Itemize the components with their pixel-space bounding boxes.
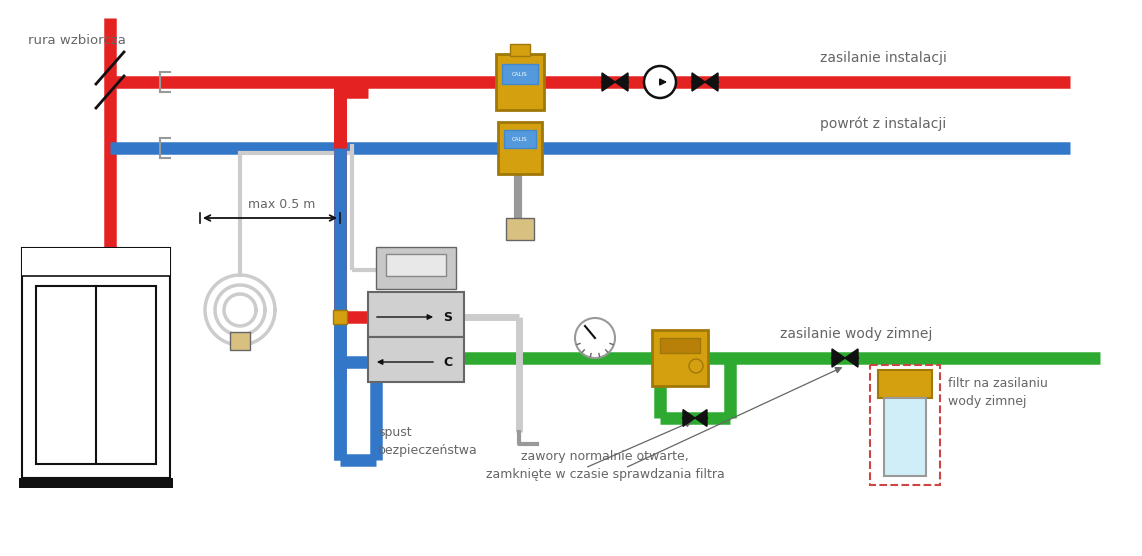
Bar bbox=[333, 310, 347, 324]
Bar bbox=[498, 122, 542, 174]
Bar bbox=[22, 248, 170, 478]
Bar bbox=[37, 286, 156, 464]
Polygon shape bbox=[616, 73, 628, 91]
Polygon shape bbox=[845, 349, 858, 367]
Bar bbox=[22, 248, 170, 276]
Text: zawory normalnie otwarte,
zamknięte w czasie sprawdzania filtra: zawory normalnie otwarte, zamknięte w cz… bbox=[485, 450, 724, 481]
Circle shape bbox=[576, 318, 616, 358]
Text: CALIS: CALIS bbox=[513, 137, 528, 142]
Text: zasilanie wody zimnej: zasilanie wody zimnej bbox=[780, 327, 932, 341]
Bar bbox=[884, 398, 926, 476]
Circle shape bbox=[644, 66, 676, 98]
Text: C: C bbox=[443, 355, 452, 369]
Text: filtr na zasilaniu
wody zimnej: filtr na zasilaniu wody zimnej bbox=[948, 377, 1048, 408]
Polygon shape bbox=[602, 73, 616, 91]
Text: rura wzbiorcza: rura wzbiorcza bbox=[29, 34, 126, 47]
Text: zasilanie instalacji: zasilanie instalacji bbox=[820, 51, 947, 65]
Bar bbox=[504, 130, 536, 148]
Text: S: S bbox=[443, 310, 452, 324]
Text: CALIS: CALIS bbox=[513, 72, 528, 77]
Bar bbox=[368, 337, 464, 382]
Polygon shape bbox=[833, 349, 845, 367]
Polygon shape bbox=[683, 410, 695, 426]
Bar bbox=[368, 292, 464, 337]
Bar bbox=[230, 332, 250, 350]
Text: max 0.5 m: max 0.5 m bbox=[248, 198, 315, 211]
Bar bbox=[502, 64, 538, 84]
Text: spust
bezpieczeństwa: spust bezpieczeństwa bbox=[378, 426, 477, 457]
Text: powrót z instalacji: powrót z instalacji bbox=[820, 117, 947, 131]
Circle shape bbox=[689, 359, 703, 373]
Bar bbox=[506, 218, 534, 240]
Bar bbox=[386, 254, 447, 276]
Bar bbox=[870, 365, 940, 485]
Polygon shape bbox=[692, 73, 705, 91]
Bar bbox=[376, 247, 456, 289]
Bar bbox=[496, 54, 544, 110]
Bar bbox=[652, 330, 708, 386]
Polygon shape bbox=[695, 410, 707, 426]
Bar bbox=[19, 478, 172, 488]
Bar bbox=[878, 370, 932, 398]
Polygon shape bbox=[705, 73, 718, 91]
Bar bbox=[660, 338, 700, 353]
Bar bbox=[510, 44, 530, 56]
